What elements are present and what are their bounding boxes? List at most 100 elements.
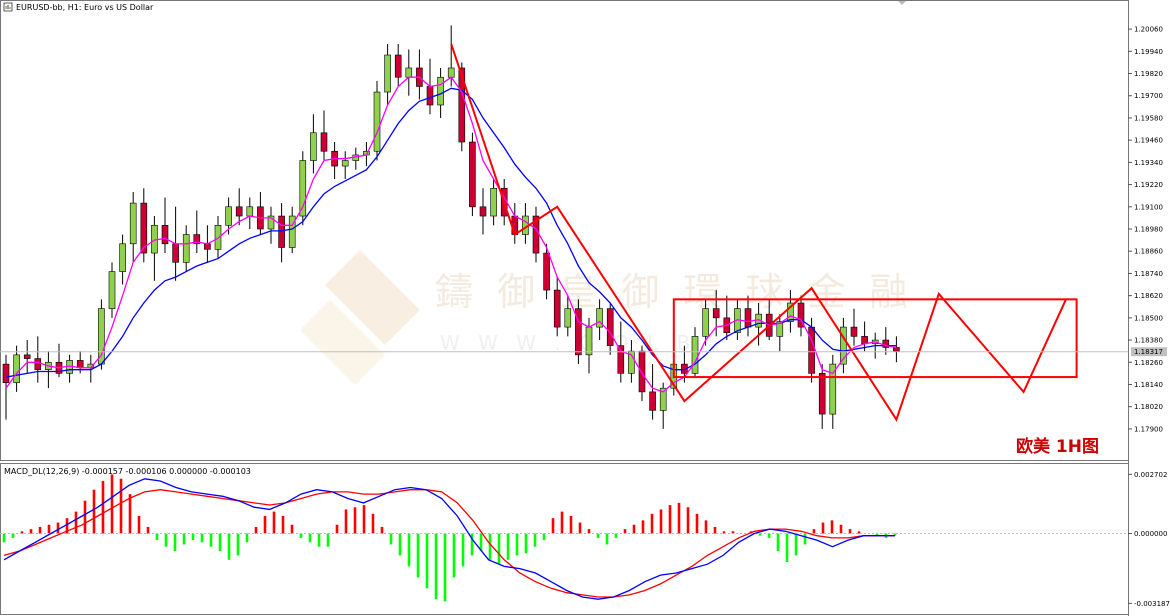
candle (13, 345, 20, 392)
bear-candle-body (479, 206, 487, 217)
candle (659, 382, 667, 429)
current-price-badge (1131, 347, 1167, 357)
candle (564, 295, 572, 337)
bear-candle-body (469, 141, 476, 208)
candle (479, 188, 487, 235)
candle (416, 49, 423, 100)
candle (34, 336, 42, 383)
candle (278, 203, 285, 263)
price-tick-label: 1.19220 (1134, 181, 1163, 189)
bear-candle-body (394, 54, 402, 78)
candle (553, 277, 561, 337)
bear-candle-body (458, 67, 466, 143)
candle (702, 299, 709, 346)
candle (606, 303, 614, 355)
macd-tick-label: 0.000000 (1134, 530, 1167, 538)
chart-window-icon (3, 2, 13, 12)
bear-candle-body (744, 308, 752, 328)
range-box (672, 298, 1078, 379)
candle (140, 188, 148, 263)
price-axis: 1.20060 1.19940 1.19820 1.19700 1.19580 1.194… (1128, 26, 1163, 433)
bear-candle-body (553, 289, 561, 328)
price-tick-label: 1.18500 (1134, 314, 1163, 322)
bear-candle-body (161, 224, 169, 245)
bear-candle-body (861, 336, 868, 345)
bull-candle-body (214, 224, 222, 250)
candle (288, 206, 296, 254)
candle (23, 340, 31, 374)
bull-candle-body (299, 160, 307, 217)
bear-candle-body (2, 363, 10, 383)
candle (776, 314, 784, 352)
bull-candle-body (108, 271, 116, 309)
candle (829, 354, 837, 429)
bull-candle-body (405, 67, 413, 78)
bear-candle-body (808, 326, 815, 374)
candle (394, 43, 402, 87)
candle (45, 351, 52, 389)
macd-axis: 0.002702 0.000000 -0.003187 (1128, 471, 1170, 608)
candle (787, 290, 794, 333)
candle (712, 290, 720, 337)
candle (66, 354, 73, 383)
bull-candle-body (119, 243, 126, 272)
price-tick-label: 1.18140 (1134, 381, 1163, 389)
bull-candle-body (13, 354, 20, 383)
bull-candle-body (564, 308, 572, 328)
moving-averages (5, 76, 897, 393)
candle (235, 188, 243, 226)
candle (840, 317, 847, 374)
macd-tick-label: -0.003187 (1134, 600, 1170, 608)
pattern-drawing (450, 43, 1078, 422)
bull-candle-body (596, 308, 603, 328)
bull-candle-body (691, 336, 699, 374)
bear-candle-body (638, 350, 646, 393)
bull-candle-body (585, 326, 593, 356)
bull-candle-body (310, 132, 317, 161)
macd-signal-blue-line (3, 478, 895, 600)
candle (352, 147, 360, 170)
candle (151, 216, 158, 281)
candle (628, 340, 635, 383)
candle (490, 179, 497, 226)
candle (161, 197, 169, 254)
bear-candle-body (278, 215, 285, 248)
chart-title: EURUSD-bb, H1: Euro vs US Dollar (16, 3, 154, 12)
bear-candle-body (882, 339, 890, 348)
candle (119, 234, 126, 285)
price-tick-label: 1.19100 (1134, 203, 1163, 211)
bear-candle-body (850, 326, 858, 337)
price-tick-label: 1.18740 (1134, 270, 1163, 278)
candle (320, 110, 328, 161)
candle (384, 43, 391, 105)
candle (543, 243, 550, 300)
candle (469, 132, 476, 217)
bear-candle-body (426, 86, 434, 106)
price-tick-label: 1.19340 (1134, 159, 1163, 167)
price-tick-label: 1.19460 (1134, 137, 1163, 145)
macd-label: MACD_DL(12,26,9) -0.000157 -0.000106 0.0… (4, 467, 251, 476)
ma-slow-line (5, 87, 897, 378)
bear-candle-body (712, 308, 720, 319)
bear-candle-body (23, 354, 31, 359)
bull-candle-body (384, 54, 391, 93)
bull-candle-body (437, 76, 444, 106)
bull-candle-body (490, 187, 497, 217)
candle (532, 206, 540, 263)
bear-candle-body (76, 360, 84, 369)
bear-candle-body (606, 308, 614, 346)
watermark-brand: 鑄 御 皇 御 環 球 金 融 (435, 270, 914, 314)
candle (882, 327, 890, 355)
bear-candle-body (140, 202, 148, 254)
bear-candle-body (543, 252, 550, 291)
price-tick-label: 1.19700 (1134, 92, 1163, 100)
candle (341, 151, 349, 180)
candle (893, 336, 900, 363)
bear-candle-body (34, 358, 42, 370)
bull-candle-body (341, 160, 349, 167)
bear-candle-body (649, 391, 656, 411)
bull-candle-body (628, 350, 635, 374)
candle (331, 142, 338, 180)
zigzag-pattern-line (450, 43, 1067, 422)
